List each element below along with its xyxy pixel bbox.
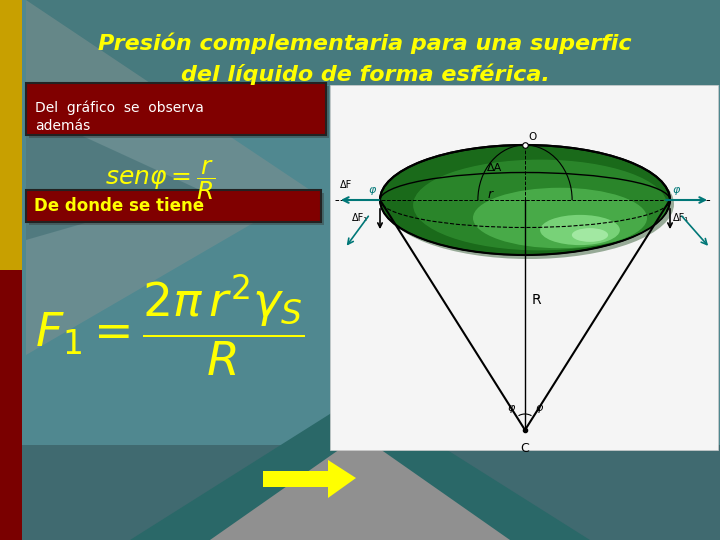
Text: ΔA: ΔA	[487, 163, 503, 173]
Bar	[0, 0, 22, 270]
Polygon shape	[26, 110, 200, 240]
Polygon shape	[130, 395, 590, 540]
Polygon shape	[26, 0, 310, 355]
Text: $\mathit{F_1 = \dfrac{2\pi\, r^2\gamma_S}{R}}$: $\mathit{F_1 = \dfrac{2\pi\, r^2\gamma_S…	[35, 272, 305, 378]
Ellipse shape	[572, 228, 608, 242]
Bar	[330, 85, 718, 450]
Text: r: r	[487, 188, 492, 201]
Text: ΔF: ΔF	[340, 180, 352, 190]
Ellipse shape	[540, 215, 620, 245]
Text: ΔF₁: ΔF₁	[673, 213, 689, 223]
Text: φ: φ	[508, 403, 515, 413]
Text: Del  gráfico  se  observa: Del gráfico se observa	[35, 101, 204, 115]
Text: φ: φ	[369, 185, 376, 195]
Ellipse shape	[473, 188, 647, 248]
Bar	[26, 190, 321, 222]
Bar	[26, 83, 326, 135]
Bar	[29, 86, 329, 138]
Text: ΔF₁: ΔF₁	[352, 213, 368, 223]
Text: además: además	[35, 119, 90, 133]
Bar	[26, 0, 720, 85]
Polygon shape	[210, 435, 510, 540]
Text: del líquido de forma esférica.: del líquido de forma esférica.	[181, 63, 549, 85]
Text: φ: φ	[672, 185, 680, 195]
Bar	[0, 270, 22, 540]
Text: R: R	[532, 293, 541, 307]
Polygon shape	[328, 460, 356, 498]
Text: Presión complementaria para una superfic: Presión complementaria para una superfic	[98, 32, 632, 54]
Text: φ: φ	[535, 403, 543, 413]
Ellipse shape	[413, 160, 667, 251]
Bar	[0, 445, 720, 540]
Ellipse shape	[384, 149, 674, 259]
Bar	[29, 193, 324, 225]
Text: C: C	[521, 442, 529, 455]
Bar	[0, 0, 720, 445]
Text: O: O	[528, 132, 536, 142]
Text: De donde se tiene: De donde se tiene	[34, 197, 204, 215]
Text: $\mathit{sen\varphi} = \dfrac{r}{R}$: $\mathit{sen\varphi} = \dfrac{r}{R}$	[104, 158, 215, 202]
Ellipse shape	[380, 145, 670, 255]
Bar	[263, 471, 328, 487]
